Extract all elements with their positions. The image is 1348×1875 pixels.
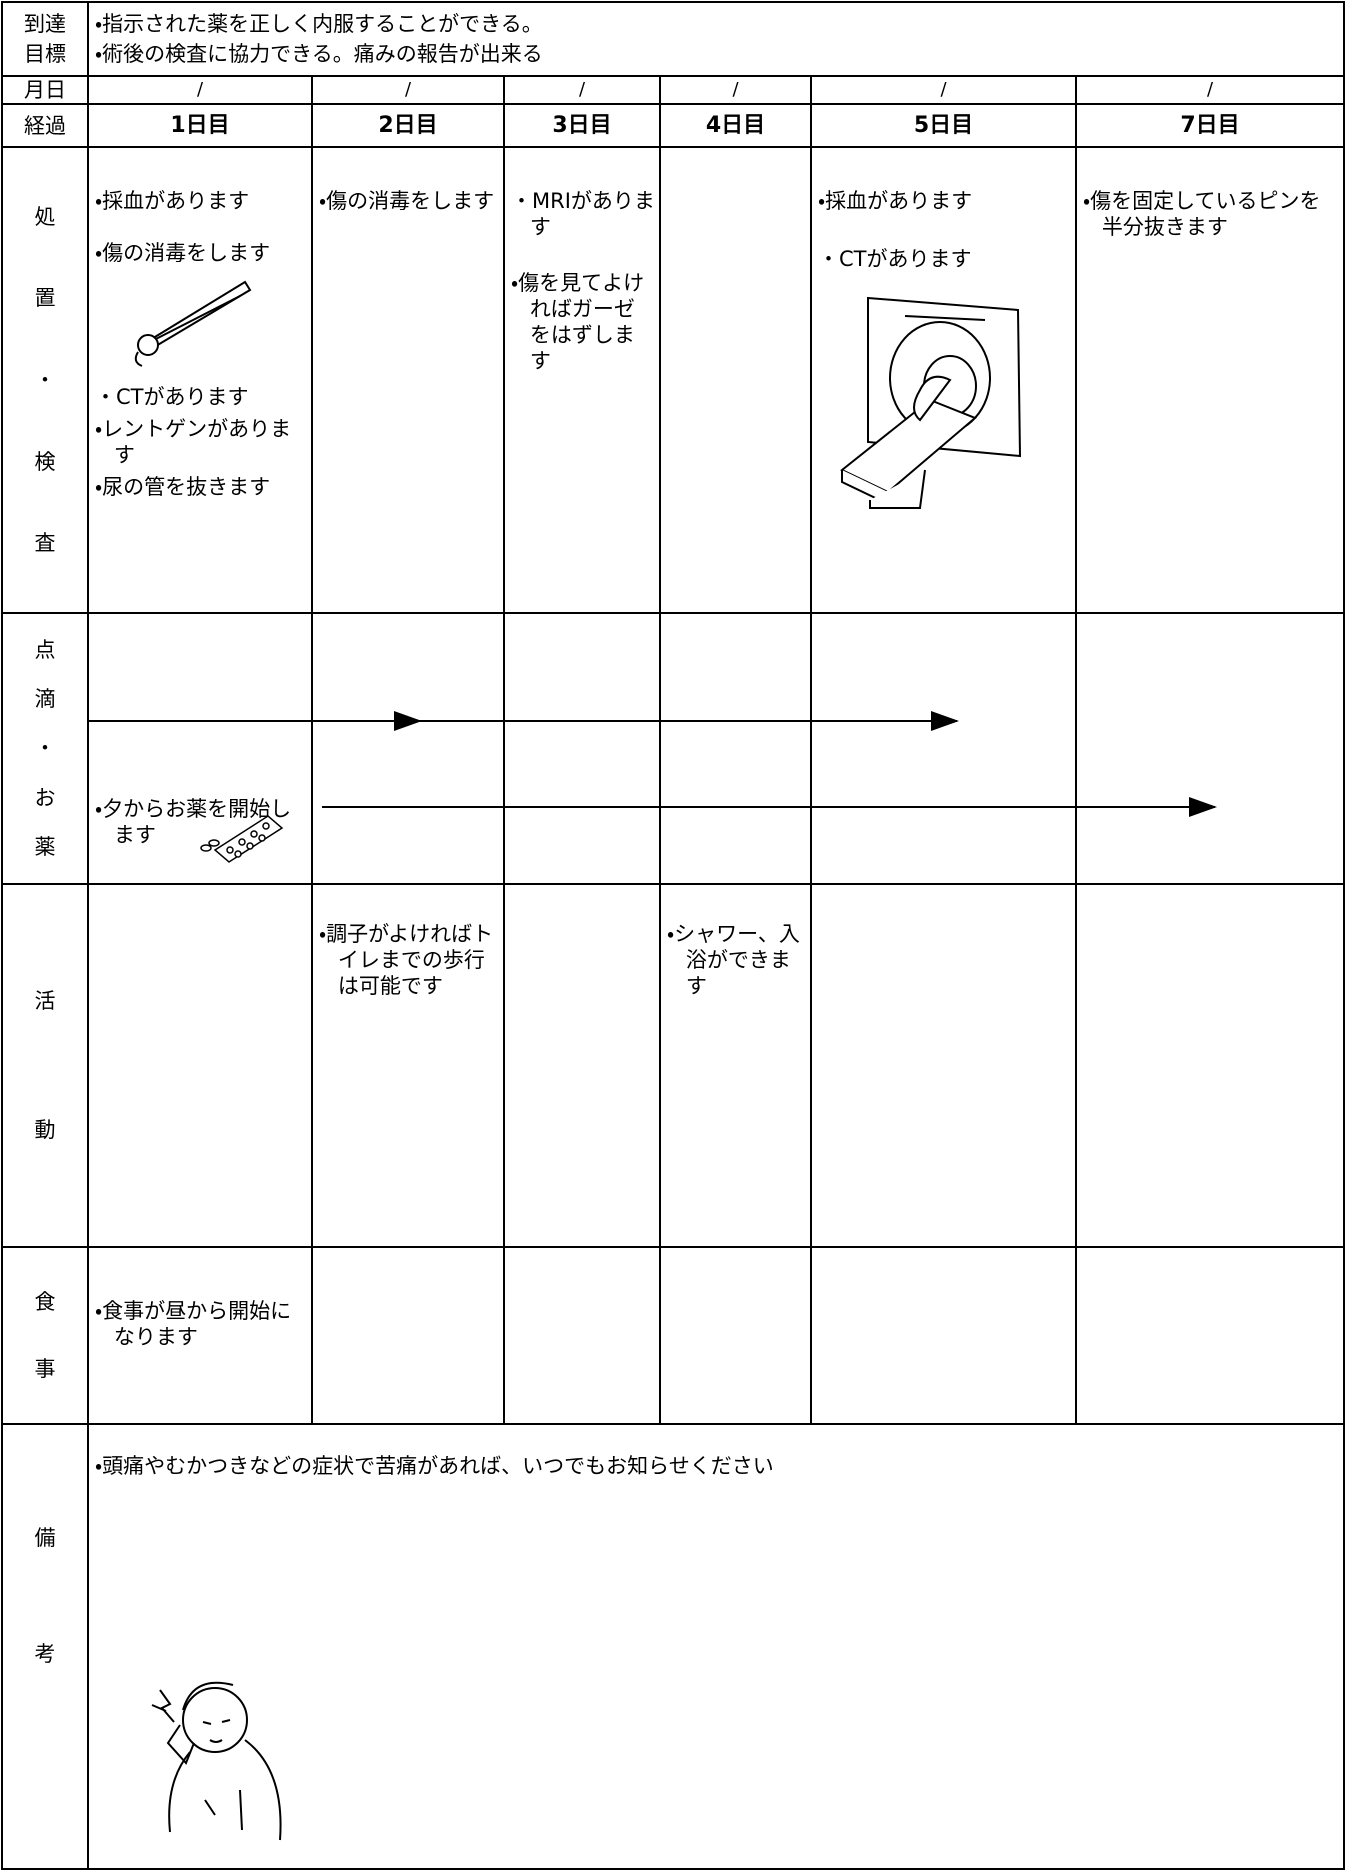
label-char: ・	[34, 367, 56, 392]
date-cell: /	[810, 75, 1077, 105]
remarks-text: ・頭痛やむかつきなどの症状で苦痛があれば、いつでもお知らせください	[95, 1454, 774, 1478]
label-char: 活	[34, 989, 56, 1013]
table-row: 活動・調子がよければトイレまでの歩行は可能です ・シャワー、入浴ができます	[1, 883, 1345, 1248]
label-char: 事	[34, 1357, 56, 1381]
cell-item: ・食事が昼から開始になります	[95, 1299, 292, 1349]
vertical-label: 備考	[3, 1425, 87, 1868]
schedule-cell	[659, 612, 812, 885]
schedule-cell	[810, 883, 1077, 1248]
day-header: 5日目	[810, 103, 1077, 148]
day-header: 3日目	[503, 103, 661, 148]
label-char: 滴	[34, 687, 56, 712]
schedule-cell: ・シャワー、入浴ができます	[659, 883, 812, 1248]
row-label: 到達 目標	[1, 1, 89, 77]
row-label: 食事	[1, 1246, 89, 1425]
table-row: 食事・食事が昼から開始になります	[1, 1246, 1345, 1425]
vertical-label: 点滴・お薬	[3, 614, 87, 883]
label-char: 検	[34, 449, 56, 474]
date-cell: /	[659, 75, 812, 105]
schedule-cell	[503, 612, 661, 885]
date-cell: /	[1075, 75, 1345, 105]
label-char: 考	[34, 1642, 56, 1666]
cell-item: ・夕からお薬を開始します	[95, 797, 292, 847]
vertical-label: 食事	[3, 1248, 87, 1423]
label-char: 食	[34, 1290, 56, 1314]
label-char: 査	[34, 531, 56, 556]
label-char: ・	[34, 736, 56, 761]
row-label: 備考	[1, 1423, 89, 1870]
table-row: 処置・検査・採血があります ・傷の消毒をします ・CTがあります ・レントゲンがありま…	[1, 146, 1345, 614]
schedule-cell	[659, 1246, 812, 1425]
row-label: 点滴・お薬	[1, 612, 89, 885]
cell-item: ・傷を見てよければガーゼをはずします	[511, 271, 645, 373]
row-label: 処置・検査	[1, 146, 89, 614]
cell-item: ・採血があります	[818, 189, 973, 213]
label-char: 薬	[34, 834, 56, 859]
goal-item: ・指示された薬を正しく内服することができる。	[95, 12, 543, 36]
schedule-cell	[810, 612, 1077, 885]
cell-item: ・尿の管を抜きます	[95, 475, 271, 499]
label-line: 目標	[24, 42, 66, 66]
schedule-cell	[1075, 883, 1345, 1248]
cell-item: ・調子がよければトイレまでの歩行は可能です	[319, 922, 494, 998]
date-cell: /	[311, 75, 505, 105]
table-row: 点滴・お薬・夕からお薬を開始します	[1, 612, 1345, 885]
table-row: 備考・頭痛やむかつきなどの症状で苦痛があれば、いつでもお知らせください	[1, 1423, 1345, 1870]
schedule-cell	[1075, 1246, 1345, 1425]
vertical-label: 活動	[3, 885, 87, 1246]
label-line: 到達	[24, 12, 66, 36]
schedule-cell	[810, 1246, 1077, 1425]
schedule-cell: ・夕からお薬を開始します	[87, 612, 313, 885]
table-row: 到達 目標 ・指示された薬を正しく内服することができる。 ・術後の検査に協力できる。痛…	[1, 1, 1345, 77]
day-header: 1日目	[87, 103, 313, 148]
date-cell: /	[503, 75, 661, 105]
day-header: 4日目	[659, 103, 812, 148]
schedule-cell: ・傷を固定しているピンを半分抜きます	[1075, 146, 1345, 614]
label-char: 処	[34, 204, 56, 229]
cell-item: ・傷を固定しているピンを半分抜きます	[1083, 189, 1321, 239]
cell-item: ・採血があります	[95, 189, 250, 213]
label-char: 点	[34, 638, 56, 663]
row-label: 活動	[1, 883, 89, 1248]
date-cell: /	[87, 75, 313, 105]
schedule-cell: ・調子がよければトイレまでの歩行は可能です	[311, 883, 505, 1248]
cell-item: ・レントゲンがあります	[95, 417, 292, 467]
schedule-cell: ・採血があります ・CTがあります	[810, 146, 1077, 614]
cell-item: ・シャワー、入浴ができます	[667, 922, 800, 998]
row-label: 経過	[1, 103, 89, 148]
goals-cell: ・指示された薬を正しく内服することができる。 ・術後の検査に協力できる。痛みの報告…	[87, 1, 1345, 77]
schedule-cell	[659, 146, 812, 614]
schedule-cell: ・傷の消毒をします	[311, 146, 505, 614]
label-char: 動	[34, 1118, 56, 1142]
cell-item: ・MRIがあります	[511, 189, 655, 239]
goal-item: ・術後の検査に協力できる。痛みの報告が出来る	[95, 42, 543, 66]
cell-item: ・傷の消毒をします	[95, 241, 271, 265]
schedule-cell: ・MRIがあります・傷を見てよければガーゼをはずします	[503, 146, 661, 614]
vertical-label: 処置・検査	[3, 148, 87, 612]
cell-item: ・CTがあります	[818, 247, 972, 271]
schedule-cell	[311, 1246, 505, 1425]
schedule-cell	[87, 883, 313, 1248]
row-label: 月日	[1, 75, 89, 105]
day-header: 2日目	[311, 103, 505, 148]
schedule-cell	[503, 883, 661, 1248]
cell-item: ・CTがあります	[95, 385, 249, 409]
schedule-cell: ・採血があります ・傷の消毒をします ・CTがあります・レントゲンがあります・尿の管…	[87, 146, 313, 614]
schedule-cell	[1075, 612, 1345, 885]
label-char: 備	[34, 1526, 56, 1550]
cell-item: ・傷の消毒をします	[319, 189, 495, 213]
remarks-cell: ・頭痛やむかつきなどの症状で苦痛があれば、いつでもお知らせください	[87, 1423, 1345, 1870]
schedule-cell	[503, 1246, 661, 1425]
label-char: お	[34, 785, 56, 810]
schedule-cell: ・食事が昼から開始になります	[87, 1246, 313, 1425]
table-row: 月日 / / / / / /	[1, 75, 1345, 105]
table-row: 経過 1日目 2日目 3日目 4日目 5日目 7日目	[1, 103, 1345, 148]
schedule-cell	[311, 612, 505, 885]
day-header: 7日目	[1075, 103, 1345, 148]
label-char: 置	[34, 286, 56, 311]
